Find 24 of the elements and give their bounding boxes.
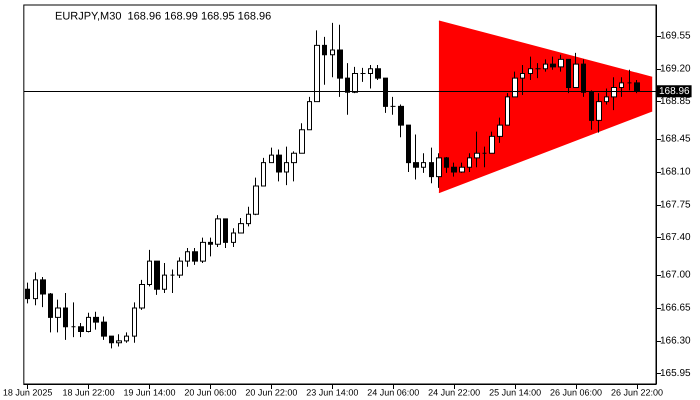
y-tick-label: 167.00 (660, 270, 692, 281)
y-tick-label: 166.30 (660, 335, 692, 346)
x-tick-label: 25 Jun 14:00 (489, 388, 542, 398)
x-tick-label: 20 Jun 06:00 (184, 388, 236, 398)
x-tick-label: 18 Jun 2025 (2, 388, 52, 398)
y-tick-label: 165.95 (660, 368, 692, 380)
y-tick-label: 167.40 (660, 232, 692, 244)
x-tick-label: 24 Jun 22:00 (428, 388, 480, 398)
y-tick-label: 166.65 (660, 302, 692, 314)
x-tick-label: 23 Jun 14:00 (306, 388, 358, 398)
y-tick-label: 169.55 (660, 30, 692, 42)
ref-line-label: 168.96 (659, 86, 690, 97)
x-tick-label: 19 Jun 14:00 (123, 388, 176, 398)
y-tick-label: 168.85 (660, 96, 692, 108)
y-tick-label: 167.75 (660, 199, 692, 210)
x-tick-label: 18 Jun 22:00 (62, 388, 115, 398)
x-tick-label: 24 Jun 06:00 (367, 388, 420, 398)
y-tick-label: 168.10 (660, 166, 692, 178)
text: EURJPY,M30 168.96 168.99 168.95 168.96 (55, 10, 272, 22)
y-tick-label: 169.20 (660, 63, 692, 74)
x-tick-label: 20 Jun 22:00 (245, 388, 298, 398)
y-tick-label: 168.45 (660, 134, 692, 145)
x-tick-label: 26 Jun 06:00 (550, 388, 602, 398)
x-tick-label: 26 Jun 22:00 (610, 388, 663, 398)
